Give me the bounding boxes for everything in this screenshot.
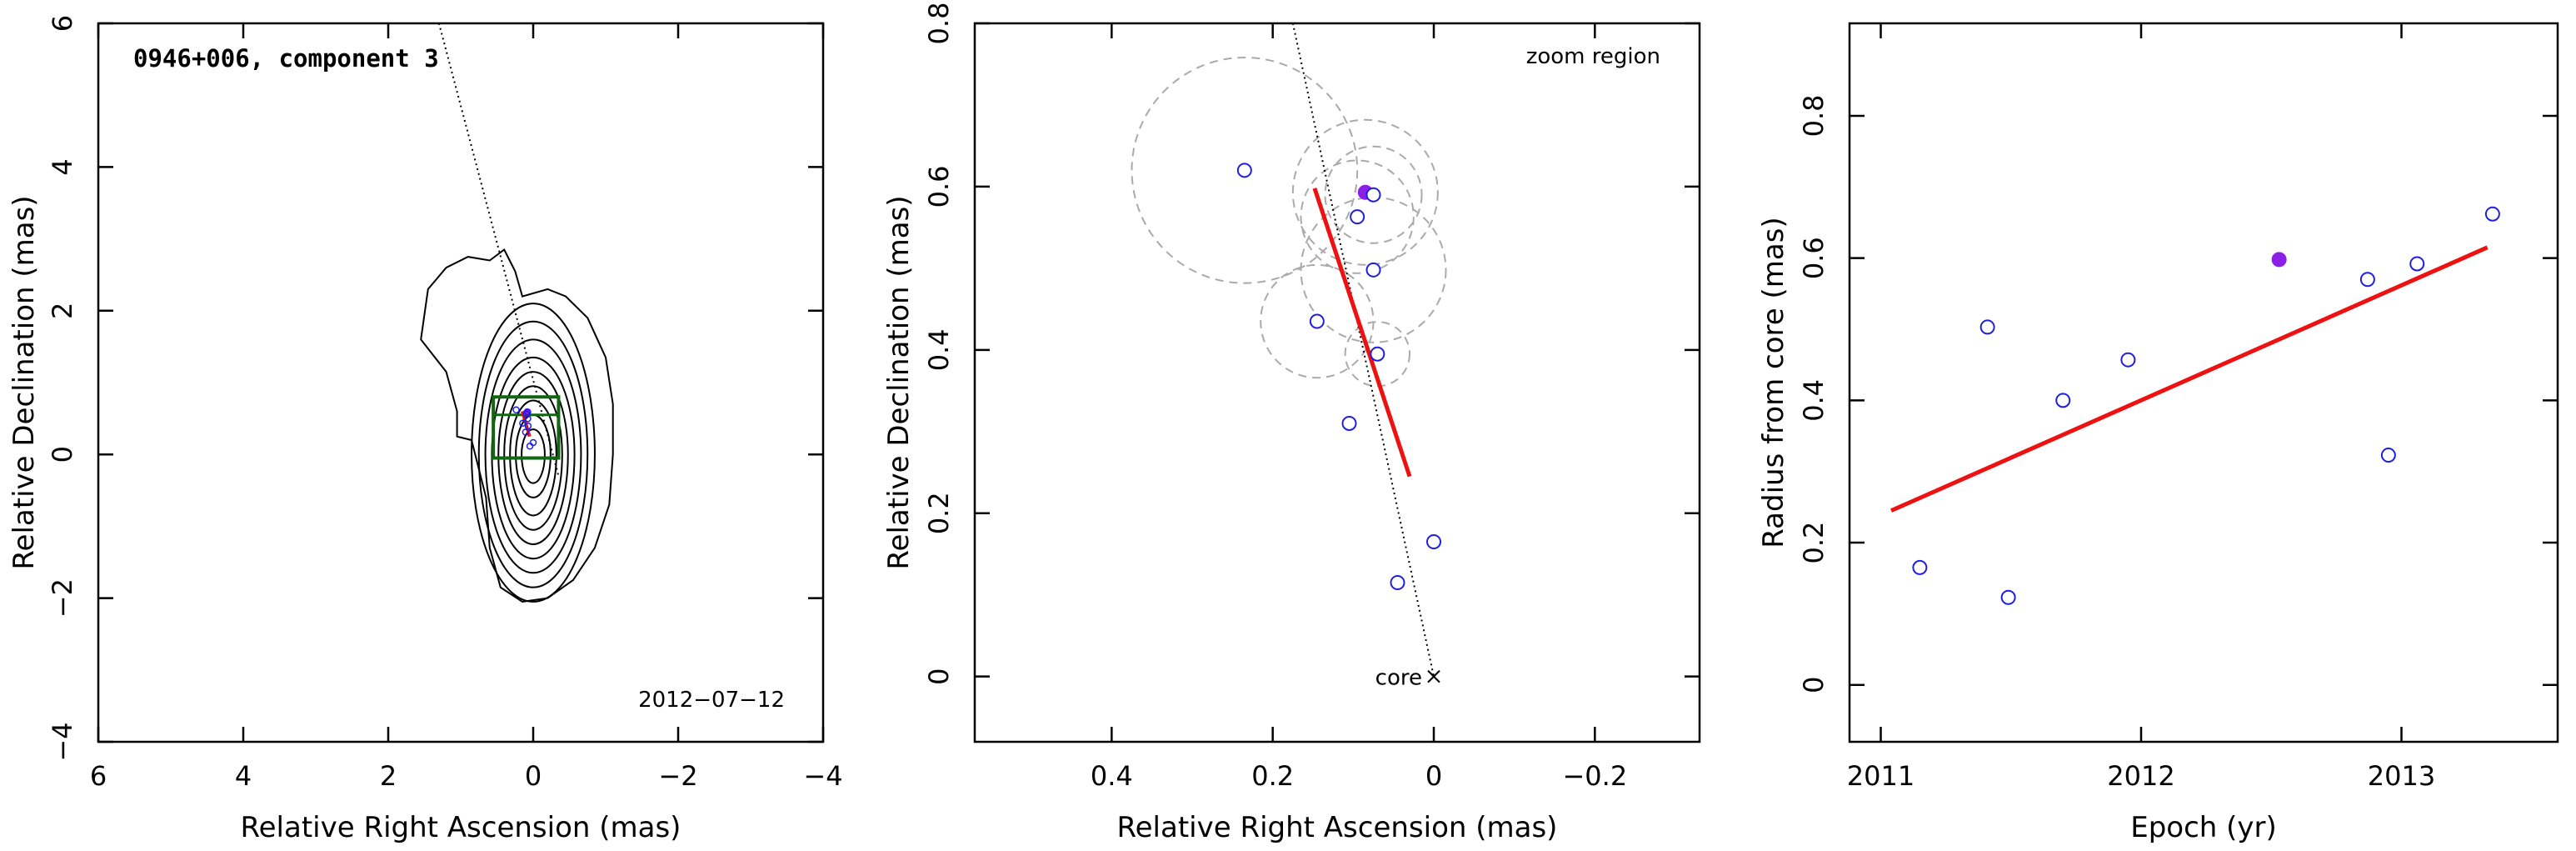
- data-point-filled: [2271, 252, 2287, 268]
- data-point: [1370, 346, 1385, 362]
- data-point: [2380, 448, 2396, 463]
- data-point: [1426, 534, 1441, 550]
- contour-level: [521, 428, 546, 484]
- panel-map-ylabel: Relative Declination (mas): [7, 195, 41, 569]
- component-marker: [522, 428, 530, 436]
- uncertainty-circles: [1131, 56, 1447, 388]
- component-marker: [522, 410, 530, 418]
- p3-ytick-label: 0.4: [1798, 379, 1830, 422]
- p3-ytick-label: 0.2: [1798, 522, 1830, 564]
- p3-ytick-label: 0.8: [1798, 95, 1830, 138]
- p2-xtick-label: 0.4: [1091, 760, 1133, 792]
- contour-level: [497, 371, 569, 545]
- uncertainty-circle: [1300, 159, 1415, 274]
- component-marker: [524, 422, 532, 430]
- uncertainty-circle: [1291, 118, 1439, 266]
- panel-map-frame: [97, 22, 825, 743]
- data-point: [2409, 256, 2425, 272]
- data-point: [1365, 262, 1381, 278]
- fit-line: [1890, 245, 2489, 513]
- data-point: [1390, 574, 1405, 590]
- panel-radius-frame: [1848, 22, 2559, 743]
- zoom-region-label: zoom region: [1526, 44, 1660, 69]
- fit-line: [1312, 188, 1412, 478]
- panel-map-title: 0946+006, component 3: [133, 44, 439, 73]
- contour-level: [471, 303, 596, 603]
- contour-outer: [420, 248, 614, 603]
- p3-xtick-label: 2012: [2107, 760, 2174, 792]
- panel-radius: 2011 2012 2013 0 0.2 0.4 0.6 0.8 Epoch (yr) Rad…: [1757, 22, 2559, 844]
- p1-ytick-label: 2: [47, 303, 78, 319]
- p1-ytick-label: 0: [47, 446, 78, 463]
- data-point: [2055, 393, 2071, 408]
- p3-ytick-label: 0.6: [1798, 237, 1830, 279]
- p2-xtick-label: 0.2: [1251, 760, 1294, 792]
- uncertainty-circle: [1131, 56, 1359, 284]
- data-point: [1979, 319, 1995, 335]
- p3-xtick-label: 2013: [2368, 760, 2435, 792]
- direction-line: [1291, 23, 1435, 677]
- panel-zoom: 0.4 0.2 0 −0.2 0 0.2 0.4 0.6 0.8 zoom region cor…: [882, 3, 1701, 844]
- uncertainty-circle: [1344, 321, 1411, 388]
- p1-ytick-label: −4: [47, 722, 78, 761]
- p1-ytick-label: 6: [47, 15, 78, 32]
- zoom-region-box: [492, 395, 561, 460]
- panel-map-xlabel: Relative Right Ascension (mas): [241, 811, 681, 844]
- data-point: [1236, 163, 1252, 178]
- core-marker: [1427, 669, 1440, 683]
- p1-xtick-label: 6: [90, 760, 107, 792]
- p3-ytick-label: 0: [1798, 677, 1830, 693]
- data-point: [2120, 352, 2136, 368]
- panel-zoom-frame: [973, 22, 1701, 743]
- data-point: [2000, 589, 2016, 605]
- contour-map: [420, 248, 614, 603]
- contour-level: [484, 338, 582, 574]
- panel-radius-xlabel: Epoch (yr): [2130, 811, 2277, 844]
- p2-ytick-label: 0.2: [923, 492, 955, 534]
- p1-ytick-label: −2: [47, 578, 78, 618]
- p2-ytick-label: 0.4: [923, 328, 955, 371]
- data-point: [1350, 209, 1365, 225]
- contour-level: [477, 320, 589, 588]
- data-point: [1912, 559, 1928, 575]
- panel-radius-ylabel: Radius from core (mas): [1757, 217, 1790, 548]
- data-point: [1365, 187, 1381, 203]
- p2-ytick-label: 0: [923, 668, 955, 684]
- data-point: [2484, 206, 2500, 222]
- component-marker: [524, 415, 532, 423]
- panel-map: 6 4 2 0 −2 −4 −4 −2 0 2 4 6 0946+006, component 3 2…: [7, 15, 843, 844]
- component-marker: [512, 406, 520, 414]
- contour-level: [491, 356, 576, 560]
- data-point: [2359, 272, 2375, 288]
- p1-xtick-label: −2: [658, 760, 697, 792]
- component-marker: [519, 419, 527, 427]
- p2-xtick-label: 0: [1425, 760, 1442, 792]
- component-marker: [529, 438, 537, 447]
- direction-line: [437, 23, 560, 477]
- panel-zoom-xlabel: Relative Right Ascension (mas): [1117, 811, 1558, 844]
- data-point: [1309, 313, 1325, 329]
- data-point: [1341, 415, 1357, 431]
- uncertainty-circle: [1324, 145, 1423, 244]
- panel-zoom-ylabel: Relative Declination (mas): [882, 195, 916, 569]
- component-marker: [526, 443, 534, 450]
- p2-ytick-label: 0.6: [923, 165, 955, 208]
- p1-xtick-label: 0: [525, 760, 542, 792]
- p3-xtick-label: 2011: [1847, 760, 1915, 792]
- observation-date: 2012−07−12: [638, 688, 785, 713]
- p2-xtick-label: −0.2: [1562, 760, 1627, 792]
- p1-xtick-label: 2: [380, 760, 397, 792]
- p2-ytick-label: 0.8: [923, 3, 955, 45]
- contour-level: [509, 399, 557, 517]
- p1-ytick-label: 4: [47, 158, 78, 175]
- p1-xtick-label: 4: [235, 760, 252, 792]
- core-label: core: [1375, 666, 1422, 691]
- p1-xtick-label: −4: [803, 760, 842, 792]
